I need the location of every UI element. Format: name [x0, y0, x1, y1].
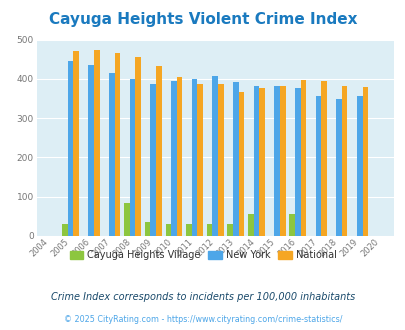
- Bar: [150, 84, 156, 236]
- Bar: [109, 73, 115, 236]
- Bar: [335, 99, 341, 236]
- Bar: [279, 86, 285, 236]
- Bar: [191, 79, 197, 236]
- Bar: [197, 83, 202, 236]
- Text: Cayuga Heights Violent Crime Index: Cayuga Heights Violent Crime Index: [49, 12, 356, 26]
- Bar: [145, 222, 150, 236]
- Bar: [315, 96, 320, 236]
- Bar: [68, 61, 73, 236]
- Bar: [88, 65, 94, 236]
- Bar: [300, 80, 305, 236]
- Bar: [217, 84, 223, 236]
- Bar: [253, 85, 259, 236]
- Bar: [176, 77, 182, 236]
- Bar: [289, 214, 294, 236]
- Bar: [356, 96, 362, 236]
- Bar: [115, 52, 120, 236]
- Bar: [130, 79, 135, 236]
- Bar: [135, 57, 141, 236]
- Bar: [274, 86, 279, 236]
- Bar: [232, 82, 238, 236]
- Bar: [341, 86, 347, 236]
- Bar: [294, 88, 300, 236]
- Bar: [320, 81, 326, 236]
- Bar: [94, 50, 99, 236]
- Text: Crime Index corresponds to incidents per 100,000 inhabitants: Crime Index corresponds to incidents per…: [51, 292, 354, 302]
- Bar: [124, 203, 130, 236]
- Bar: [171, 81, 176, 236]
- Bar: [247, 214, 253, 236]
- Bar: [156, 66, 161, 236]
- Legend: Cayuga Heights Village, New York, National: Cayuga Heights Village, New York, Nation…: [66, 246, 339, 264]
- Bar: [73, 51, 79, 236]
- Bar: [62, 224, 68, 236]
- Bar: [238, 92, 243, 236]
- Bar: [259, 88, 264, 236]
- Bar: [227, 224, 232, 236]
- Bar: [212, 76, 217, 236]
- Bar: [186, 224, 191, 236]
- Bar: [362, 87, 367, 236]
- Bar: [206, 224, 212, 236]
- Text: © 2025 CityRating.com - https://www.cityrating.com/crime-statistics/: © 2025 CityRating.com - https://www.city…: [64, 315, 341, 324]
- Bar: [165, 224, 171, 236]
